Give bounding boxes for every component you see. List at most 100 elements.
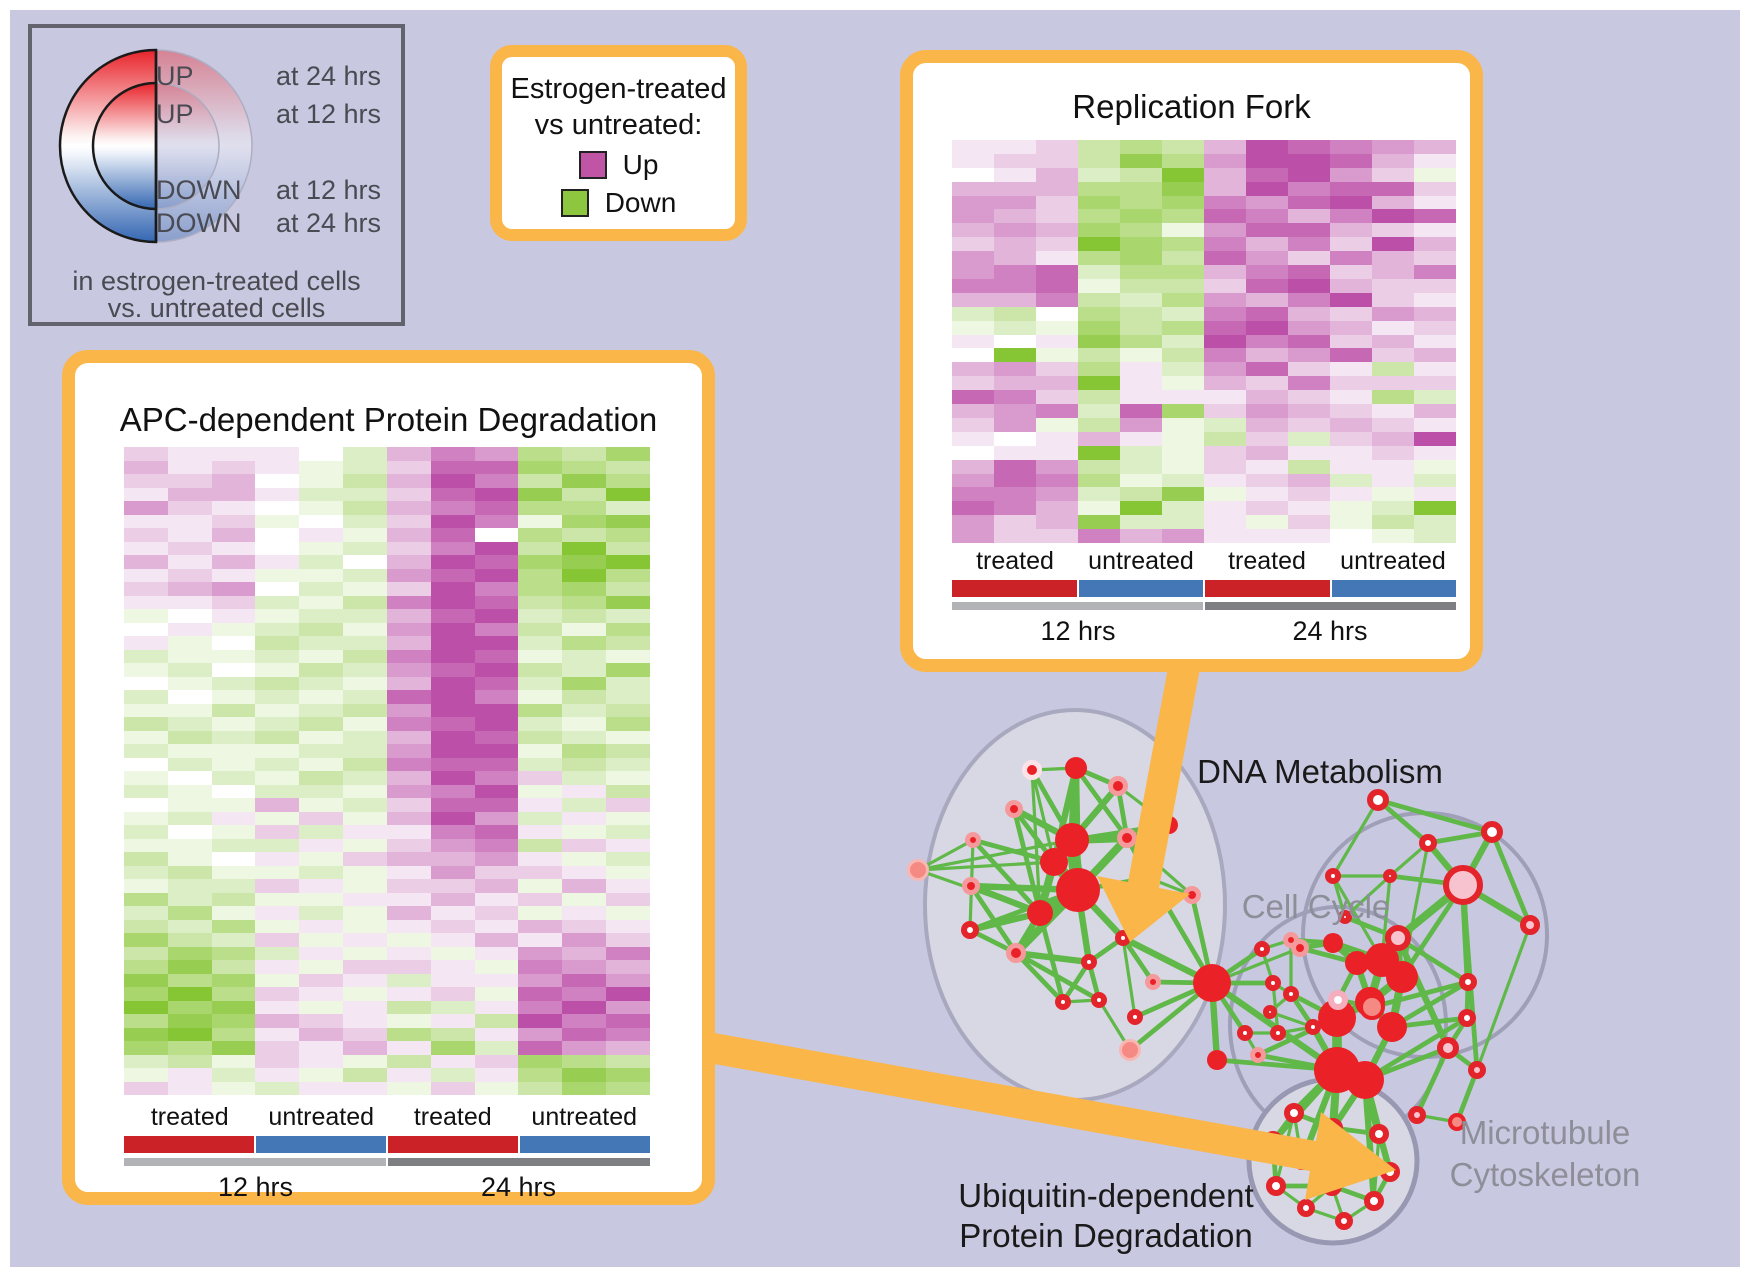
heatmap-cell xyxy=(474,622,519,636)
heatmap-cell xyxy=(299,690,344,704)
heatmap-cell xyxy=(1414,265,1456,279)
heatmap-cell xyxy=(386,892,431,906)
heatmap-cell xyxy=(167,568,212,582)
gene-node xyxy=(1443,865,1483,905)
heatmap-cell xyxy=(343,852,387,866)
heatmap-cell xyxy=(1078,223,1120,238)
heatmap-cell xyxy=(1204,265,1246,279)
heatmap-cell xyxy=(606,784,650,798)
heatmap-cell xyxy=(562,892,607,906)
heatmap-cell xyxy=(1372,320,1414,335)
network-edge xyxy=(1014,951,1065,1004)
heatmap-cell xyxy=(255,852,300,866)
heatmap-cell xyxy=(299,798,344,812)
heatmap-cell xyxy=(1204,362,1246,377)
heatmap-cell xyxy=(606,663,650,677)
heatmap-cell xyxy=(606,690,650,704)
apc-title: APC-dependent Protein Degradation xyxy=(119,401,658,438)
heatmap-cell xyxy=(562,582,607,596)
heatmap-cell xyxy=(343,555,387,569)
heatmap-cell xyxy=(1036,529,1078,543)
network-edge xyxy=(1454,1069,1480,1123)
heatmap-cell xyxy=(1036,390,1078,405)
heatmap-cell xyxy=(124,1014,168,1028)
heatmap-cell xyxy=(1288,278,1330,293)
heatmap-cell xyxy=(1372,417,1414,432)
heatmap-cell xyxy=(1120,278,1162,293)
heatmap-cell xyxy=(1414,362,1456,377)
gene-node xyxy=(1108,776,1128,796)
heatmap-cell xyxy=(1288,473,1330,488)
heatmap-cell xyxy=(211,595,256,609)
heatmap-cell xyxy=(562,501,607,515)
heatmap-cell xyxy=(1372,431,1414,446)
heatmap-cell xyxy=(211,622,256,636)
heatmap-cell xyxy=(952,153,994,168)
heatmap-cell xyxy=(994,431,1036,446)
heatmap-cell xyxy=(518,703,563,717)
heatmap-cell xyxy=(255,1014,300,1028)
heatmap-cell xyxy=(343,730,387,744)
heatmap-cell xyxy=(1330,320,1372,335)
heatmap-cell xyxy=(1288,292,1330,307)
heatmap-cell xyxy=(299,906,344,920)
heatmap-cell xyxy=(1036,431,1078,446)
heatmap-cell xyxy=(562,663,607,677)
heatmap-cell xyxy=(994,390,1036,405)
apc-axis: treated untreated treated untreated 12 hrs 24… xyxy=(124,1103,650,1203)
heatmap-cell xyxy=(1078,251,1120,266)
heatmap-cell xyxy=(255,609,300,623)
heatmap-cell xyxy=(386,1027,431,1041)
time-12hrs-bar xyxy=(124,1158,386,1166)
heatmap-cell xyxy=(343,757,387,771)
heatmap-cell xyxy=(1372,487,1414,502)
legend-word: DOWN xyxy=(156,208,242,238)
heatmap-cell xyxy=(343,609,387,623)
heatmap-cell xyxy=(1330,195,1372,210)
heatmap-cell xyxy=(994,195,1036,210)
heatmap-cell xyxy=(299,987,344,1001)
heatmap-cell xyxy=(211,811,256,825)
heatmap-cell xyxy=(474,460,519,474)
heatmap-cell xyxy=(167,460,212,474)
heatmap-cell xyxy=(518,649,563,663)
heatmap-cell xyxy=(518,663,563,677)
heatmap-cell xyxy=(299,865,344,879)
heatmap-cell xyxy=(1204,334,1246,349)
heatmap-cell xyxy=(430,892,475,906)
heatmap-cell xyxy=(518,568,563,582)
heatmap-cell xyxy=(562,865,607,879)
legend-when: at 24 hrs xyxy=(275,208,381,238)
heatmap-cell xyxy=(1288,459,1330,474)
heatmap-cell xyxy=(606,730,650,744)
heatmap-cell xyxy=(211,528,256,542)
heatmap-cell xyxy=(1162,417,1204,432)
heatmap-cell xyxy=(167,514,212,528)
legend-when: at 12 hrs xyxy=(275,99,381,129)
condition-label: untreated xyxy=(531,1103,638,1131)
heatmap-cell xyxy=(386,460,431,474)
heatmap-cell xyxy=(1078,473,1120,488)
heatmap-cell xyxy=(1288,431,1330,446)
heatmap-cell xyxy=(299,892,344,906)
heatmap-cell xyxy=(474,906,519,920)
heatmap-cell xyxy=(1162,320,1204,335)
heatmap-cell xyxy=(1246,348,1288,363)
heatmap-cell xyxy=(994,445,1036,460)
heatmap-cell xyxy=(562,838,607,852)
network-edge xyxy=(1414,1046,1451,1117)
heatmap-cell xyxy=(1372,529,1414,543)
heatmap-cell xyxy=(299,757,344,771)
heatmap-cell xyxy=(1120,362,1162,377)
heatmap-cell xyxy=(255,825,300,839)
heatmap-cell xyxy=(124,609,168,623)
heatmap-cell xyxy=(299,1000,344,1014)
heatmap-cell xyxy=(562,555,607,569)
heatmap-cell xyxy=(562,946,607,960)
heatmap-cell xyxy=(1120,195,1162,210)
heatmap-cell xyxy=(167,852,212,866)
heatmap-cell xyxy=(167,636,212,650)
heatmap-cell xyxy=(255,879,300,893)
heatmap-cell xyxy=(1162,334,1204,349)
heatmap-cell xyxy=(1036,515,1078,530)
